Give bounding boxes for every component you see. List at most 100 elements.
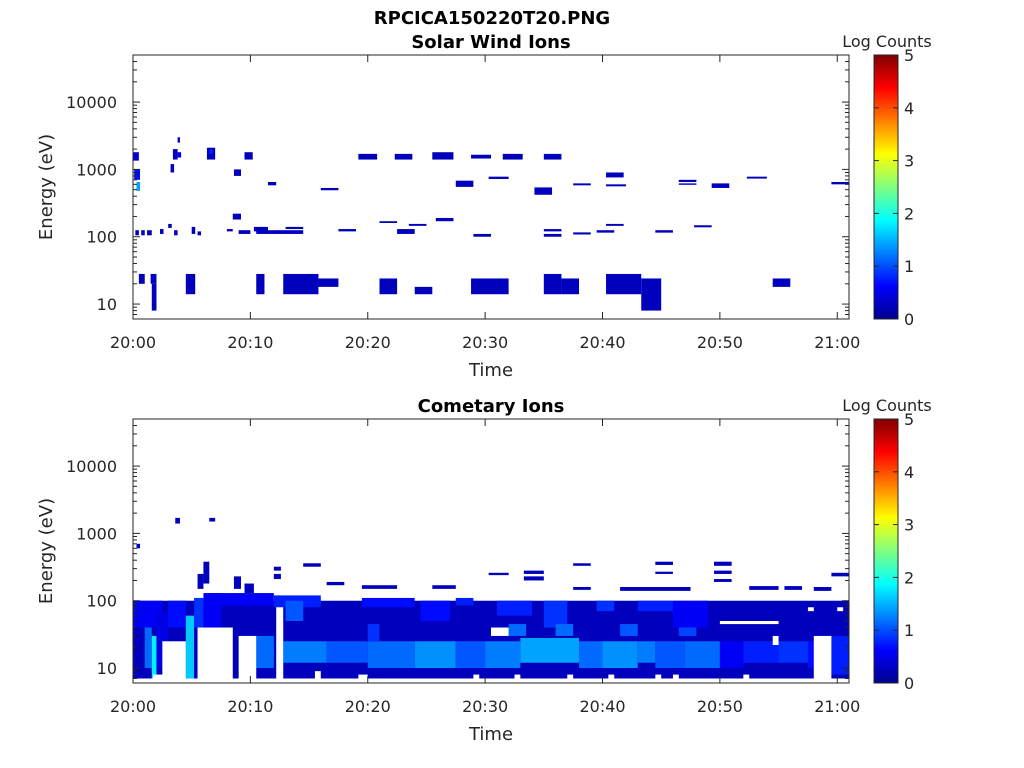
heatmap-cell [543, 153, 562, 160]
heatmap-cell [408, 223, 427, 226]
heatmap-cell [197, 573, 204, 589]
heatmap-cell [543, 273, 562, 295]
heatmap-cell [285, 600, 304, 621]
heatmap-cell [209, 517, 216, 522]
x-tick-label: 20:50 [697, 333, 743, 352]
heatmap-cell [233, 576, 241, 589]
x-tick-label: 21:00 [814, 697, 860, 716]
heatmap-cell [620, 624, 638, 636]
heatmap-cell [361, 585, 380, 589]
heatmap-cell [573, 563, 591, 566]
heatmap-cell [134, 169, 141, 180]
heatmap-cell [655, 230, 673, 233]
heatmap-cell [361, 597, 415, 608]
heatmap-cell [831, 181, 849, 185]
x-tick-label: 20:30 [462, 333, 508, 352]
heatmap-cell [133, 152, 139, 161]
heatmap-cell [749, 586, 779, 590]
heatmap-cell [233, 169, 241, 176]
heatmap-cell [226, 229, 233, 232]
heatmap-cell [488, 176, 509, 180]
heatmap-cell [244, 583, 254, 594]
heatmap-cell [238, 635, 257, 683]
heatmap-cell [150, 273, 157, 284]
heatmap-cell [561, 278, 580, 295]
heatmap-cell [637, 600, 673, 612]
heatmap-cell [620, 586, 691, 591]
heatmap-cell [303, 563, 321, 567]
heatmap-cell [135, 230, 139, 236]
heatmap-cell [655, 674, 662, 683]
heatmap-cell [655, 561, 673, 565]
heatmap-cell [397, 229, 415, 234]
panel-title: Solar Wind Ions [411, 32, 570, 53]
colorbar-tick-label: 0 [904, 674, 914, 693]
heatmap-cell [147, 230, 152, 236]
heatmap-cell [326, 581, 345, 586]
heatmap-cell [138, 273, 145, 284]
heatmap-cell [285, 226, 304, 230]
x-tick-label: 20:00 [110, 333, 156, 352]
heatmap-cell [203, 561, 210, 584]
heatmap-cell [491, 627, 509, 636]
heatmap-cell [172, 149, 178, 160]
heatmap-cell [209, 593, 274, 606]
heatmap-cell [185, 273, 196, 295]
heatmap-cells [133, 137, 849, 311]
y-tick-label: 100 [86, 228, 117, 247]
heatmap-cell [162, 641, 186, 683]
heatmap-cell [573, 586, 591, 590]
colorbar-tick-label: 4 [904, 99, 914, 118]
heatmap-cell [455, 641, 486, 669]
heatmap-cell [320, 187, 339, 191]
panel-title: Cometary Ions [418, 396, 565, 417]
colorbar-tick-label: 1 [904, 257, 914, 276]
colorbar-label: Log Counts [842, 32, 932, 51]
colorbar-tick-label: 2 [904, 568, 914, 587]
heatmap-cell [488, 572, 509, 576]
heatmap-cell [432, 152, 454, 160]
heatmap-cell [684, 641, 720, 669]
colorbar: Log Counts 0 1 2 3 4 5 [842, 32, 932, 329]
heatmap-cell [358, 674, 368, 683]
heatmap-cell [367, 624, 380, 642]
heatmap-cell [471, 154, 491, 159]
heatmap-cell [473, 674, 480, 683]
heatmap-cell [502, 153, 523, 160]
heatmap-cell [141, 230, 145, 236]
heatmap-cell [573, 183, 591, 186]
heatmap-cell [136, 181, 141, 191]
heatmap-cell [432, 585, 456, 589]
heatmap-cell [637, 641, 656, 663]
heatmap-cell [151, 283, 157, 311]
heatmap-cell [455, 597, 474, 606]
heatmap-cell [543, 600, 568, 628]
heatmap-cell [678, 183, 697, 185]
x-tick-label: 20:40 [579, 333, 625, 352]
heatmap-cell [318, 278, 339, 287]
heatmap-cell [174, 230, 178, 236]
heatmap-cell [191, 226, 196, 234]
heatmap-cell [579, 641, 603, 669]
x-axis-label: Time [468, 360, 513, 381]
solar-wind-ions-panel: 20:00 20:10 20:20 20:30 20:40 20:50 21:0010100… [36, 32, 932, 381]
heatmap-cell [185, 615, 195, 679]
colorbar-tick-label: 0 [904, 310, 914, 329]
heatmap-cell [520, 637, 580, 663]
heatmap-cell [209, 149, 213, 154]
heatmap-cell [523, 570, 544, 574]
heatmap-cell [455, 180, 474, 187]
heatmap-cell [326, 641, 368, 663]
heatmap-cell [514, 674, 521, 683]
heatmap-cells [133, 517, 849, 683]
colorbar-tick-label: 3 [904, 516, 914, 535]
x-tick-label: 20:10 [227, 333, 273, 352]
heatmap-cell [672, 600, 709, 628]
x-tick-label: 20:20 [345, 333, 391, 352]
heatmap-cell [672, 674, 679, 683]
heatmap-cell [831, 572, 849, 577]
x-axis-label: Time [468, 724, 513, 745]
heatmap-cell [273, 566, 281, 571]
heatmap-cell [606, 223, 624, 226]
